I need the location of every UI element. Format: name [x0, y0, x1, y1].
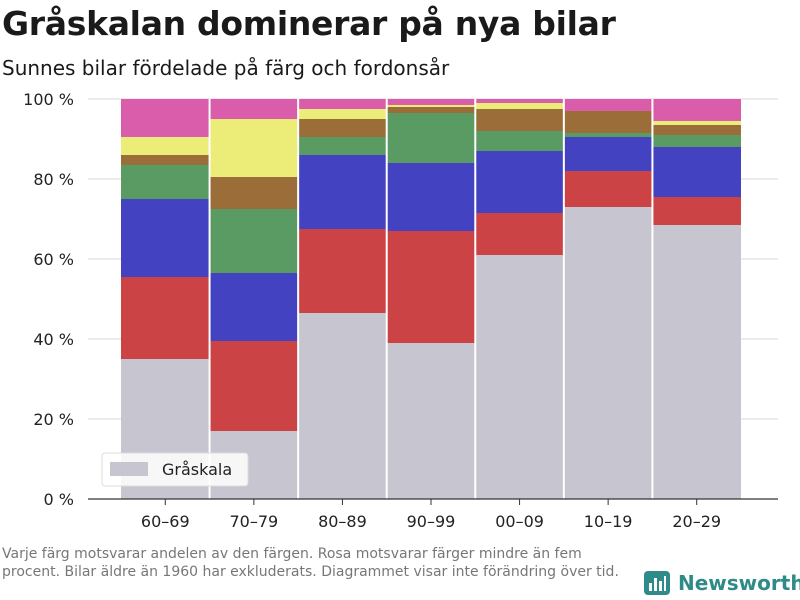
bar-segment — [475, 99, 564, 103]
bar-segment — [652, 197, 741, 225]
bar-segment — [298, 99, 387, 109]
bar-segment — [298, 313, 387, 499]
bar-segment — [209, 177, 299, 209]
x-tick-label: 20–29 — [672, 512, 721, 531]
bar-segment — [563, 111, 653, 133]
bar-segment — [209, 119, 299, 177]
bar-segment — [563, 171, 653, 207]
y-tick-label: 20 % — [33, 410, 74, 429]
bar-segment — [298, 229, 387, 313]
bar-segment — [209, 99, 299, 119]
legend-label: Gråskala — [162, 460, 232, 479]
y-tick-label: 100 % — [23, 90, 74, 109]
bar-segment — [386, 99, 476, 105]
legend-box — [101, 452, 249, 487]
bar-segment — [121, 137, 210, 155]
bar-segment — [121, 277, 210, 359]
bar-segment — [563, 99, 653, 111]
stacked-bar-chart: 0 % 20 % 40 % 60 % 80 % 100 % 60–69 70–79 80–89 9… — [23, 90, 778, 531]
y-tick-label: 80 % — [33, 170, 74, 189]
bar-segment — [386, 113, 476, 163]
x-tick-label: 80–89 — [318, 512, 367, 531]
bar-segment — [386, 231, 476, 343]
bar-segment — [386, 105, 476, 107]
y-tick-label: 40 % — [33, 330, 74, 349]
y-tick-label: 0 % — [44, 490, 74, 509]
y-tick-label: 60 % — [33, 250, 74, 269]
bar-segment — [121, 199, 210, 277]
bar-segment — [121, 165, 210, 199]
bar-segment — [386, 343, 476, 499]
bar-segment — [652, 99, 741, 121]
x-tick-label: 90–99 — [407, 512, 456, 531]
bar-segment — [386, 107, 476, 113]
bar-segment — [475, 255, 564, 499]
x-tick-label: 00–09 — [495, 512, 544, 531]
chart-title: Gråskalan dominerar på nya bilar — [2, 4, 616, 43]
bar-segment — [386, 163, 476, 231]
bar-segment — [298, 155, 387, 229]
newsworthy-logo: Newsworthy — [644, 568, 800, 598]
x-tick-label: 60–69 — [141, 512, 190, 531]
bar-segment — [121, 99, 210, 137]
footnote: Varje färg motsvarar andelen av den färg… — [2, 546, 619, 580]
x-tick-label: 70–79 — [229, 512, 278, 531]
bar-segment — [652, 225, 741, 499]
bar-segment — [475, 103, 564, 109]
bar-segment — [298, 109, 387, 119]
bar-segment — [563, 133, 653, 137]
chart-subtitle: Sunnes bilar fördelade på färg och fordo… — [2, 56, 450, 80]
bar-segment — [563, 137, 653, 171]
bar-segment — [209, 341, 299, 431]
bar-segment — [298, 119, 387, 137]
bar-segment — [652, 135, 741, 147]
bar-segment — [475, 109, 564, 131]
bar-segment — [209, 209, 299, 273]
bar-segment — [475, 151, 564, 213]
x-tick-label: 10–19 — [584, 512, 633, 531]
bar-segment — [121, 155, 210, 165]
bar-segment — [563, 207, 653, 499]
bar-segment — [652, 121, 741, 125]
newsworthy-logo-text: Newsworthy — [678, 571, 800, 595]
bar-segment — [652, 125, 741, 135]
bar-segment — [475, 131, 564, 151]
bar-segment — [652, 147, 741, 197]
bar-segment — [209, 273, 299, 341]
newsworthy-logo-icon — [644, 571, 670, 595]
legend-swatch — [110, 462, 148, 476]
bar-segment — [298, 137, 387, 155]
bar-segment — [475, 213, 564, 255]
